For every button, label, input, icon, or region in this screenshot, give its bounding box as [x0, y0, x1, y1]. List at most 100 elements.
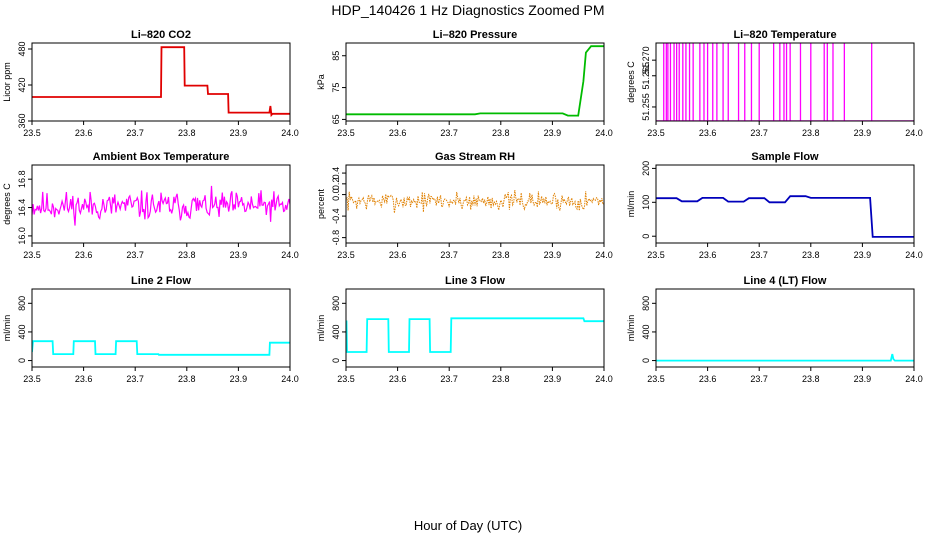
x-tick-label: 23.6 [699, 374, 717, 384]
plot-frame [31, 42, 291, 122]
series-line [656, 195, 914, 238]
x-tick-label: 23.9 [230, 374, 248, 384]
y-tick-label: 0 [641, 358, 651, 363]
x-tick-label: 23.6 [75, 128, 93, 138]
panel-title: Line 2 Flow [131, 275, 191, 287]
y-tick-label: 800 [331, 296, 341, 311]
x-tick-label: 23.5 [337, 250, 355, 260]
y-tick-label: 800 [641, 296, 651, 311]
data-layer [346, 317, 604, 353]
chart-panel-4: Ambient Box Temperature degrees C 23.5 23.6… [2, 151, 299, 260]
y-tick-label: 800 [17, 296, 27, 311]
x-tick-label: 23.9 [544, 374, 562, 384]
series-line [346, 45, 604, 117]
y-tick-label: 16.8 [17, 170, 27, 188]
y-tick-label: 200 [641, 161, 651, 176]
y-tick-label: 100 [641, 195, 651, 210]
y-tick-label: 400 [641, 324, 651, 339]
plot-frame [345, 288, 605, 368]
y-tick-label: 0.2 [331, 178, 341, 191]
x-tick-label: 23.6 [699, 250, 717, 260]
y-axis-label: ml/min [626, 315, 636, 342]
x-tick-label: 23.9 [854, 128, 872, 138]
x-tick-label: 23.6 [75, 250, 93, 260]
x-tick-label: 23.7 [126, 250, 144, 260]
x-tick-label: 23.7 [750, 250, 768, 260]
figure-x-axis-title: Hour of Day (UTC) [413, 518, 523, 533]
plot-frame [345, 42, 605, 122]
plot-frame [345, 164, 605, 244]
x-tick-label: 23.8 [802, 250, 820, 260]
series-noise [32, 185, 290, 226]
y-tick-label: 0.0 [331, 188, 341, 201]
x-tick-label: 23.8 [178, 374, 196, 384]
y-tick-label: 360 [17, 113, 27, 128]
panel-title: Li–820 Pressure [433, 29, 517, 41]
chart-panel-9: Line 4 (LT) Flow ml/min 23.5 23.6 23.7 23.8 23… [626, 275, 923, 384]
x-tick-label: 24.0 [281, 250, 299, 260]
x-tick-label: 23.7 [440, 374, 458, 384]
y-tick-label: 85 [331, 51, 341, 61]
x-tick-label: 24.0 [281, 128, 299, 138]
figure-title: HDP_140426 1 Hz Diagnostics Zoomed PM [331, 2, 605, 18]
y-axis-label: ml/min [626, 191, 636, 218]
panel-title: Line 4 (LT) Flow [744, 275, 827, 287]
x-tick-label: 23.6 [75, 374, 93, 384]
x-tick-label: 23.6 [699, 128, 717, 138]
chart-panel-6: Sample Flow ml/min 23.5 23.6 23.7 23.8 23.9 24.… [626, 151, 923, 260]
y-tick-label: 51.255 [641, 93, 651, 121]
x-tick-label: 24.0 [905, 250, 923, 260]
chart-panel-5: Gas Stream RH percent 23.5 23.6 23.7 23.8 23.9… [316, 151, 613, 260]
x-tick-label: 23.5 [647, 128, 665, 138]
x-tick-label: 23.6 [389, 128, 407, 138]
x-tick-label: 23.9 [230, 128, 248, 138]
x-tick-label: 23.8 [492, 374, 510, 384]
plot-frame [655, 42, 915, 122]
x-tick-label: 24.0 [595, 128, 613, 138]
y-axis-label: kPa [316, 74, 326, 90]
series-noise [346, 190, 604, 214]
x-tick-label: 23.5 [647, 374, 665, 384]
y-tick-label: 51.270 [641, 46, 651, 74]
data-layer [32, 46, 290, 118]
plot-frame [655, 164, 915, 244]
x-tick-label: 24.0 [595, 250, 613, 260]
y-axis-label: Licor ppm [2, 62, 12, 102]
series-line [346, 317, 604, 353]
x-tick-label: 23.8 [492, 128, 510, 138]
x-tick-label: 23.7 [126, 128, 144, 138]
x-tick-label: 23.9 [854, 374, 872, 384]
x-tick-label: 23.8 [802, 128, 820, 138]
y-axis-label: ml/min [2, 315, 12, 342]
x-tick-label: 23.7 [440, 128, 458, 138]
y-tick-label: 75 [331, 83, 341, 93]
y-axis-label: ml/min [316, 315, 326, 342]
x-tick-label: 23.7 [126, 374, 144, 384]
chart-panel-3: Li–820 Temperature degrees C 23.5 23.6 23.7 2… [626, 29, 923, 138]
y-tick-label: 0 [331, 358, 341, 363]
x-tick-label: 23.5 [337, 374, 355, 384]
y-axis-label: percent [316, 188, 326, 219]
x-tick-label: 23.5 [647, 250, 665, 260]
plot-frame [655, 288, 915, 368]
data-layer [32, 185, 290, 226]
series-line [32, 46, 290, 118]
data-layer [656, 43, 914, 121]
y-tick-label: 400 [17, 324, 27, 339]
data-layer [656, 353, 914, 362]
y-tick-label: 51.265 [641, 62, 651, 90]
y-tick-label: -0.8 [331, 230, 341, 246]
series-line [656, 353, 914, 362]
data-layer [346, 45, 604, 117]
y-tick-label: 65 [331, 114, 341, 124]
x-tick-label: 24.0 [281, 374, 299, 384]
plot-frame [31, 288, 291, 368]
x-tick-label: 23.7 [750, 128, 768, 138]
data-layer [346, 190, 604, 214]
chart-panel-2: Li–820 Pressure kPa 23.5 23.6 23.7 23.8 23.9 24… [316, 29, 613, 138]
panel-title: Li–820 CO2 [131, 29, 191, 41]
x-tick-label: 23.9 [230, 250, 248, 260]
y-tick-label: 16.0 [17, 227, 27, 245]
x-tick-label: 24.0 [595, 374, 613, 384]
y-axis-label: degrees C [2, 183, 12, 225]
